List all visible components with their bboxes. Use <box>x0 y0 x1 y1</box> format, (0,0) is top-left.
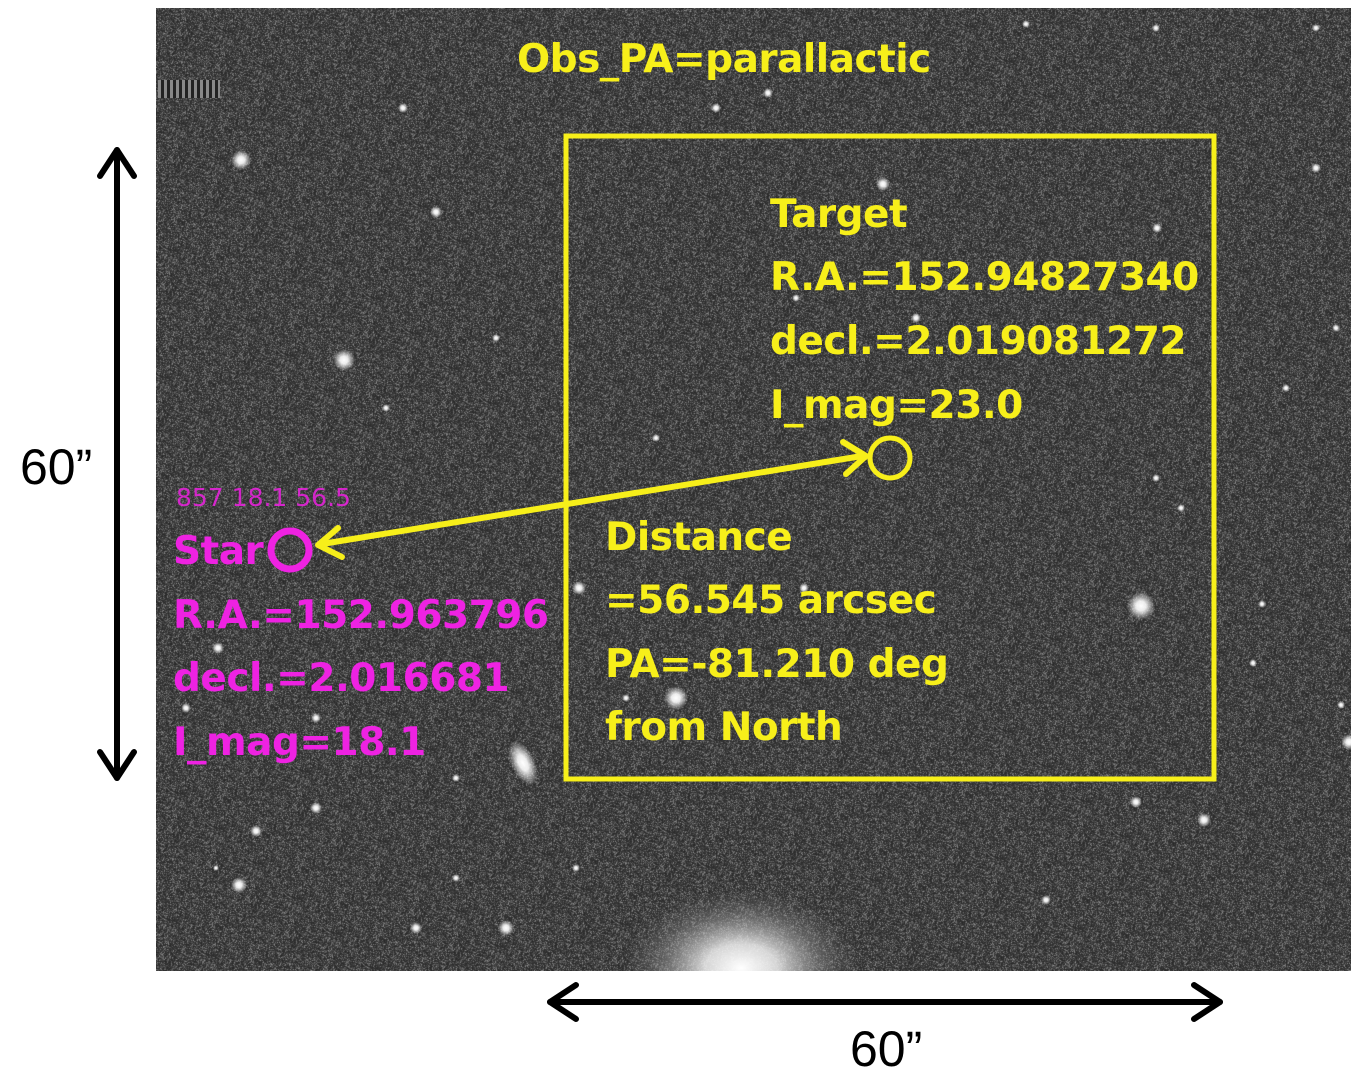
target-marker <box>867 435 913 481</box>
star-point <box>231 150 251 170</box>
star-point <box>1177 504 1185 512</box>
star-point <box>652 434 660 442</box>
star-point <box>1332 324 1340 332</box>
star-point <box>1312 24 1320 32</box>
star-point <box>1341 734 1351 750</box>
star-point <box>333 349 355 371</box>
star-point <box>572 864 580 872</box>
position-angle: PA=-81.210 deg <box>605 642 949 687</box>
distance-heading: Distance <box>605 515 793 560</box>
star-point <box>572 581 586 595</box>
star-heading: Star <box>173 529 264 574</box>
star-point <box>212 642 224 654</box>
star-point <box>664 686 688 710</box>
sky-image <box>156 8 1351 971</box>
galaxy-left <box>508 740 538 786</box>
image-artifact <box>158 80 220 98</box>
stars <box>181 20 1351 936</box>
star-ra: R.A.=152.963796 <box>173 593 549 638</box>
star-point <box>622 694 630 702</box>
star-point <box>1337 701 1345 709</box>
star-point <box>1022 20 1030 28</box>
star-point <box>213 865 219 871</box>
star-point <box>382 404 390 412</box>
star-point <box>1152 474 1160 482</box>
star-point <box>410 922 422 934</box>
star-point <box>763 88 773 98</box>
star-point <box>430 206 442 218</box>
star-point <box>876 177 890 191</box>
star-point <box>711 103 721 113</box>
sky-noise <box>156 8 1351 971</box>
star-point <box>1041 895 1051 905</box>
distance-arrow <box>315 439 869 560</box>
star-point <box>492 334 500 342</box>
star-point <box>1130 796 1142 808</box>
horizontal-scale-label: 60” <box>850 1021 923 1077</box>
target-field-box <box>563 133 1217 782</box>
star-point <box>498 920 514 936</box>
star-point <box>452 774 460 782</box>
star-point <box>311 713 321 723</box>
star-point <box>792 294 800 302</box>
vertical-scale-arrow <box>97 147 137 781</box>
star-point <box>310 802 322 814</box>
star-point <box>398 103 408 113</box>
horizontal-scale-arrow <box>547 982 1223 1022</box>
bright-galaxy <box>621 888 861 971</box>
star-point <box>1282 384 1290 392</box>
star-point <box>452 874 460 882</box>
star-decl: decl.=2.016681 <box>173 656 510 701</box>
target-mag: I_mag=23.0 <box>770 383 1023 428</box>
star-point <box>799 583 809 593</box>
target-ra: R.A.=152.94827340 <box>770 255 1199 300</box>
star-point <box>1311 163 1321 173</box>
obs-pa-label: Obs_PA=parallactic <box>517 37 931 82</box>
star-point <box>250 825 262 837</box>
star-mag: I_mag=18.1 <box>173 720 426 765</box>
star-point <box>1152 223 1162 233</box>
star-point <box>1127 592 1155 620</box>
star-point <box>181 703 191 713</box>
distance-value: =56.545 arcsec <box>605 578 937 623</box>
vertical-scale-label: 60” <box>20 439 93 495</box>
star-point <box>1197 813 1211 827</box>
target-decl: decl.=2.019081272 <box>770 319 1187 364</box>
star-point <box>911 313 921 323</box>
star-point <box>1249 659 1257 667</box>
target-heading: Target <box>770 192 908 237</box>
position-angle-reference: from North <box>605 705 843 750</box>
star-point <box>231 877 247 893</box>
star-marker <box>267 527 313 573</box>
star-field <box>181 20 1351 971</box>
star-point <box>1152 24 1160 32</box>
star-catalog-label: 857 18.1 56.5 <box>176 483 351 512</box>
star-point <box>1258 600 1266 608</box>
